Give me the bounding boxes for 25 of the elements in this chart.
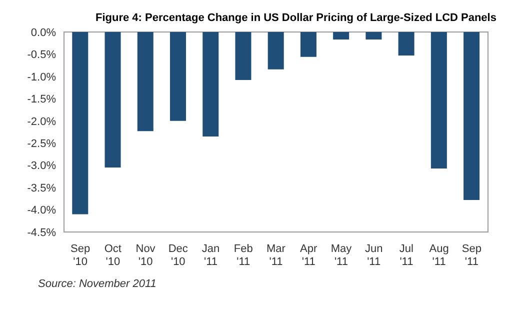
source-note: Source: November 2011	[38, 278, 158, 290]
x-tick-label: Aug '11	[429, 243, 449, 268]
y-tick-label: -1.0%	[27, 71, 56, 84]
x-tick-label: Jul '11	[399, 243, 414, 268]
chart-title: Figure 4: Percentage Change in US Dollar Pricing of Large-Sized LCD Panels	[94, 11, 498, 24]
x-tick-label: Mar '11	[266, 243, 286, 268]
x-tick-label: Oct '10	[104, 243, 122, 268]
y-tick-label: -3.5%	[27, 182, 56, 194]
y-tick-label: -2.0%	[27, 116, 56, 128]
y-tick-label: -4.0%	[27, 204, 56, 217]
x-tick-label: Dec '10	[168, 243, 188, 268]
y-tick-label: -2.5%	[27, 138, 56, 150]
x-tick-label: Sep '11	[462, 243, 482, 268]
y-tick-label: -4.5%	[27, 226, 56, 239]
x-tick-label: Feb '11	[234, 243, 253, 268]
x-tick-label: Jan '11	[202, 243, 220, 268]
x-tick-label: Nov '10	[136, 243, 156, 268]
y-tick-label: -0.5%	[27, 49, 56, 62]
x-tick-label: Apr '11	[300, 243, 318, 268]
x-tick-label: May '11	[330, 243, 352, 268]
y-tick-label: -1.5%	[27, 94, 56, 106]
y-tick-label: 0.0%	[30, 26, 56, 39]
x-tick-label: Sep '10	[70, 243, 90, 268]
x-tick-label: Jun '11	[364, 243, 383, 268]
y-tick-label: -3.0%	[27, 160, 56, 172]
